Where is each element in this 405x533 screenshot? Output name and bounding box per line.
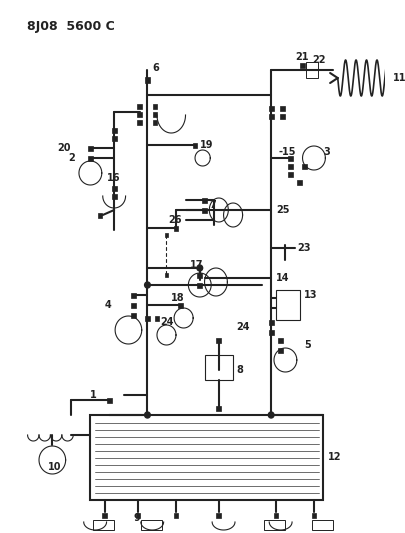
Text: 23: 23 — [297, 243, 310, 253]
Text: 8J08  5600 C: 8J08 5600 C — [27, 20, 114, 33]
Bar — [112, 193, 117, 198]
Circle shape — [145, 282, 150, 288]
Bar — [102, 513, 107, 518]
Text: 5: 5 — [305, 340, 311, 350]
Bar — [164, 273, 168, 277]
Text: 20: 20 — [57, 143, 70, 153]
Text: 14: 14 — [276, 273, 290, 283]
Bar — [153, 111, 158, 117]
Text: 9: 9 — [133, 513, 140, 523]
Text: 26: 26 — [168, 215, 182, 225]
Bar — [278, 348, 283, 352]
Text: 16: 16 — [107, 173, 121, 183]
Bar — [164, 233, 168, 237]
Bar — [278, 337, 283, 343]
Bar — [136, 513, 140, 518]
Bar — [280, 106, 285, 110]
Text: 12: 12 — [328, 452, 342, 462]
Text: 10: 10 — [47, 462, 61, 472]
Bar — [205, 355, 233, 380]
Text: 24: 24 — [160, 317, 173, 327]
Text: 1: 1 — [90, 390, 97, 400]
Bar — [145, 316, 150, 320]
Bar — [269, 319, 273, 325]
Bar — [264, 520, 286, 530]
Bar — [216, 337, 221, 343]
Circle shape — [145, 412, 150, 418]
Bar — [202, 198, 207, 203]
Text: 13: 13 — [305, 290, 318, 300]
Bar — [197, 272, 202, 278]
Bar — [88, 146, 93, 150]
Text: 19: 19 — [200, 140, 213, 150]
Text: 18: 18 — [171, 293, 185, 303]
Bar — [269, 114, 273, 118]
Bar — [145, 77, 150, 83]
Bar — [131, 312, 136, 318]
Bar — [153, 119, 158, 125]
Bar — [107, 398, 112, 402]
Text: 3: 3 — [324, 147, 330, 157]
Bar — [202, 207, 207, 213]
Bar — [216, 406, 221, 410]
Bar — [112, 127, 117, 133]
Bar — [302, 164, 307, 168]
Bar — [273, 513, 278, 518]
Text: 22: 22 — [312, 55, 326, 65]
Bar — [174, 225, 178, 230]
Bar — [288, 172, 292, 176]
Bar — [112, 135, 117, 141]
Text: 7: 7 — [209, 200, 216, 210]
Bar — [288, 164, 292, 168]
Bar — [88, 156, 93, 160]
Text: 21: 21 — [295, 52, 309, 62]
Bar — [137, 119, 142, 125]
Circle shape — [197, 265, 202, 271]
Text: -15: -15 — [279, 147, 296, 157]
Bar — [98, 213, 102, 217]
Bar — [311, 513, 316, 518]
Bar — [93, 520, 114, 530]
Bar — [193, 142, 197, 148]
Text: 6: 6 — [152, 63, 159, 73]
Bar — [216, 513, 221, 518]
Bar — [155, 316, 159, 320]
Bar — [137, 103, 142, 109]
Bar — [312, 520, 333, 530]
Bar — [300, 62, 305, 68]
Bar — [178, 303, 183, 308]
Text: 17: 17 — [190, 260, 204, 270]
Bar — [137, 111, 142, 117]
Bar — [141, 520, 162, 530]
Bar — [288, 156, 292, 160]
Bar — [131, 293, 136, 297]
Bar — [297, 180, 302, 184]
Bar — [131, 303, 136, 308]
Text: 2: 2 — [68, 153, 75, 163]
Bar — [90, 415, 324, 500]
Text: 24: 24 — [237, 322, 250, 332]
Text: 8: 8 — [236, 365, 243, 375]
Bar — [306, 62, 318, 78]
Bar — [276, 290, 300, 320]
Text: 11: 11 — [393, 73, 405, 83]
Bar — [174, 513, 178, 518]
Bar — [197, 282, 202, 287]
Bar — [153, 103, 158, 109]
Bar — [280, 114, 285, 118]
Text: 25: 25 — [276, 205, 290, 215]
Circle shape — [268, 412, 274, 418]
Text: 4: 4 — [104, 300, 111, 310]
Bar — [269, 329, 273, 335]
Bar — [112, 185, 117, 190]
Bar — [269, 106, 273, 110]
